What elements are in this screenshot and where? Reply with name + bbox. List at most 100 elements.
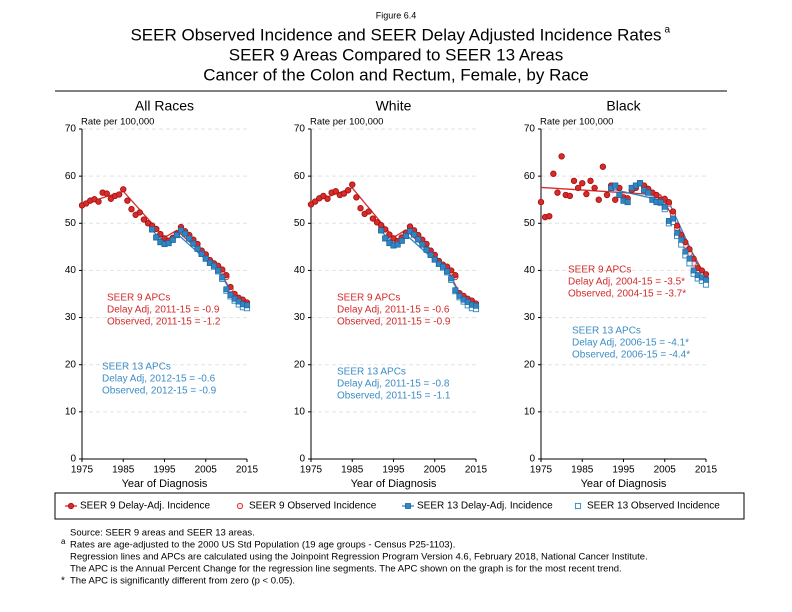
- x-tick-label: 1975: [530, 465, 553, 476]
- apc-text: Delay Adj, 2006-15 = -4.1*: [572, 338, 689, 349]
- apc-text: Observed, 2011-15 = -1.2: [107, 317, 221, 328]
- x-tick-label: 1985: [571, 465, 594, 476]
- legend-marker: [67, 502, 75, 510]
- y-axis-label: Rate per 100,000: [81, 117, 154, 128]
- marker-dot: [583, 190, 590, 198]
- marker-square: [637, 180, 643, 187]
- apc-text: Delay Adj, 2011-15 = -0.6: [337, 305, 450, 316]
- y-tick-label: 60: [65, 171, 77, 182]
- marker-dot: [128, 206, 135, 213]
- y-tick-label: 40: [524, 265, 536, 276]
- y-tick-label: 30: [294, 312, 306, 323]
- marker-dot: [140, 216, 147, 223]
- marker-dot: [546, 213, 553, 220]
- marker-dot: [353, 194, 360, 201]
- marker-square: [645, 189, 652, 196]
- marker-square: [394, 241, 401, 248]
- apc-text: Delay Adj, 2011-15 = -0.9: [107, 305, 220, 316]
- marker-dot: [365, 208, 372, 215]
- apc-text: Delay Adj, 2004-15 = -3.5*: [568, 277, 685, 288]
- marker-dot: [669, 208, 677, 215]
- legend-marker: [574, 502, 582, 510]
- marker-dot: [95, 198, 102, 205]
- legend-label: SEER 13 Delay-Adj. Incidence: [417, 501, 553, 512]
- apc-text: Delay Adj, 2012-15 = -0.6: [102, 374, 216, 385]
- marker-square: [616, 192, 623, 198]
- legend-box: [54, 492, 745, 520]
- y-axis-label: Rate per 100,000: [540, 117, 613, 128]
- y-tick-label: 20: [524, 359, 536, 370]
- marker-square: [657, 199, 664, 205]
- legend-marker: [236, 502, 244, 510]
- marker-dot: [665, 198, 672, 206]
- marker-dot: [357, 205, 364, 212]
- marker-square: [473, 302, 479, 309]
- marker-square: [178, 227, 184, 234]
- marker-dot: [390, 235, 397, 242]
- marker-dot: [579, 180, 586, 187]
- marker-square: [444, 268, 451, 275]
- apc-text: SEER 13 APCs: [572, 326, 641, 337]
- x-tick-label: 2015: [236, 465, 259, 476]
- apc-text: SEER 13 APCs: [337, 367, 406, 378]
- x-axis-label: Year of Diagnosis: [581, 478, 667, 490]
- apc-text: SEER 9 APCs: [107, 293, 170, 304]
- marker-square: [624, 199, 631, 205]
- marker-dot: [550, 170, 557, 177]
- x-tick-label: 1995: [382, 465, 405, 476]
- x-tick-label: 2015: [465, 465, 488, 476]
- y-tick-label: 30: [524, 312, 536, 323]
- x-tick-label: 1995: [612, 465, 635, 476]
- marker-square: [678, 236, 685, 243]
- marker-square: [411, 231, 418, 238]
- apc-text: SEER 13 APCs: [102, 362, 171, 373]
- marker-dot: [595, 196, 602, 203]
- note: Rates are age-adjusted to the 2000 US St…: [70, 540, 455, 551]
- marker-square: [186, 235, 193, 242]
- x-tick-label: 2005: [424, 465, 447, 476]
- note: Regression lines and APCs are calculated…: [70, 552, 648, 563]
- panel-title: Black: [606, 98, 641, 114]
- marker-square: [686, 255, 693, 262]
- marker-square: [211, 262, 217, 269]
- marker-square: [440, 263, 446, 270]
- marker-dot: [107, 195, 114, 202]
- subtitle: Cancer of the Colon and Rectum, Female, …: [203, 65, 589, 84]
- y-tick-label: 70: [524, 124, 536, 135]
- marker-square: [198, 251, 205, 257]
- legend-label: SEER 9 Delay-Adj. Incidence: [80, 501, 211, 512]
- y-tick-label: 60: [294, 171, 306, 182]
- marker-square: [402, 233, 409, 239]
- y-tick-label: 50: [294, 218, 306, 229]
- panel-title: All Races: [135, 98, 194, 114]
- y-tick-label: 40: [65, 265, 77, 276]
- marker-square: [173, 232, 180, 238]
- marker-square: [419, 241, 426, 248]
- note: Source: SEER 9 areas and SEER 13 areas.: [70, 528, 255, 539]
- marker-square: [382, 235, 389, 242]
- marker-dot: [345, 187, 352, 194]
- apc-text: Observed, 2012-15 = -0.9: [102, 386, 217, 397]
- regression-line: [81, 190, 248, 304]
- y-tick-label: 10: [524, 406, 536, 417]
- y-tick-label: 60: [524, 171, 536, 182]
- marker-square: [165, 240, 172, 246]
- apc-text: Observed, 2011-15 = -1.1: [337, 391, 451, 402]
- marker-square: [407, 228, 413, 235]
- marker-square: [427, 251, 434, 258]
- marker-dot: [136, 209, 143, 216]
- marker-dot: [554, 189, 561, 196]
- x-tick-label: 1975: [71, 465, 94, 476]
- marker-square: [448, 275, 455, 282]
- marker-square: [423, 246, 430, 253]
- marker-dot: [103, 190, 110, 197]
- marker-dot: [312, 198, 319, 205]
- marker-square: [227, 292, 234, 298]
- apc-text: SEER 9 APCs: [337, 293, 400, 304]
- y-tick-label: 20: [294, 359, 306, 370]
- marker-dot: [116, 191, 123, 198]
- marker-dot: [566, 192, 573, 200]
- legend-marker: [405, 503, 411, 509]
